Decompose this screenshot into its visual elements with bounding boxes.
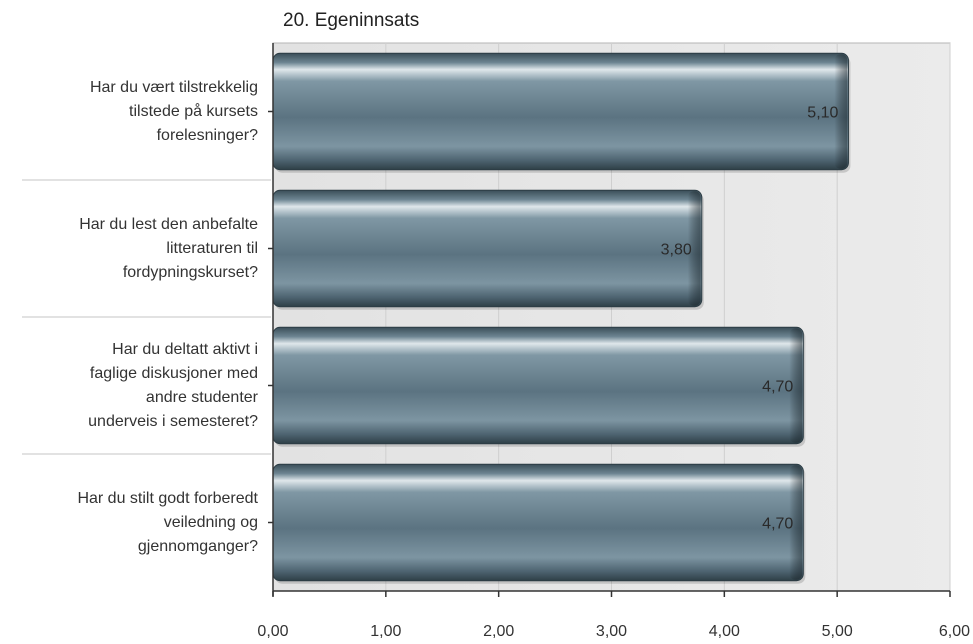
bar-end-shade [834, 54, 848, 169]
bar-body [272, 326, 804, 445]
x-tick-label: 1,00 [370, 623, 401, 640]
category-label: Har du lest den anbefalte litteraturen t… [79, 215, 258, 281]
bar-value-label: 3,80 [661, 242, 692, 259]
bar [272, 326, 806, 447]
bar-value-label: 4,70 [762, 516, 793, 533]
bar-value-label: 4,70 [762, 379, 793, 396]
bar-end-shade [687, 191, 701, 306]
bar-body [272, 189, 703, 308]
bar-value-label: 5,10 [807, 105, 838, 122]
x-tick-label: 5,00 [822, 623, 853, 640]
bar [272, 189, 704, 310]
bar-body [272, 463, 804, 582]
chart-title: 20. Egeninnsats [283, 10, 420, 31]
x-tick-label: 2,00 [483, 623, 514, 640]
bar [272, 52, 851, 173]
category-label: Har du deltatt aktivt i faglige diskusjo… [88, 340, 258, 430]
category-label: Har du stilt godt forberedt veiledning o… [77, 489, 258, 555]
x-tick-label: 0,00 [257, 623, 288, 640]
bar-end-shade [789, 328, 803, 443]
category-label: Har du vært tilstrekkelig tilstede på ku… [89, 78, 258, 144]
bar-end-shade [789, 465, 803, 580]
bar-body [272, 52, 849, 171]
x-tick-label: 4,00 [709, 623, 740, 640]
x-tick-label: 6,00 [939, 623, 970, 640]
bar [272, 463, 806, 584]
x-tick-label: 3,00 [596, 623, 627, 640]
